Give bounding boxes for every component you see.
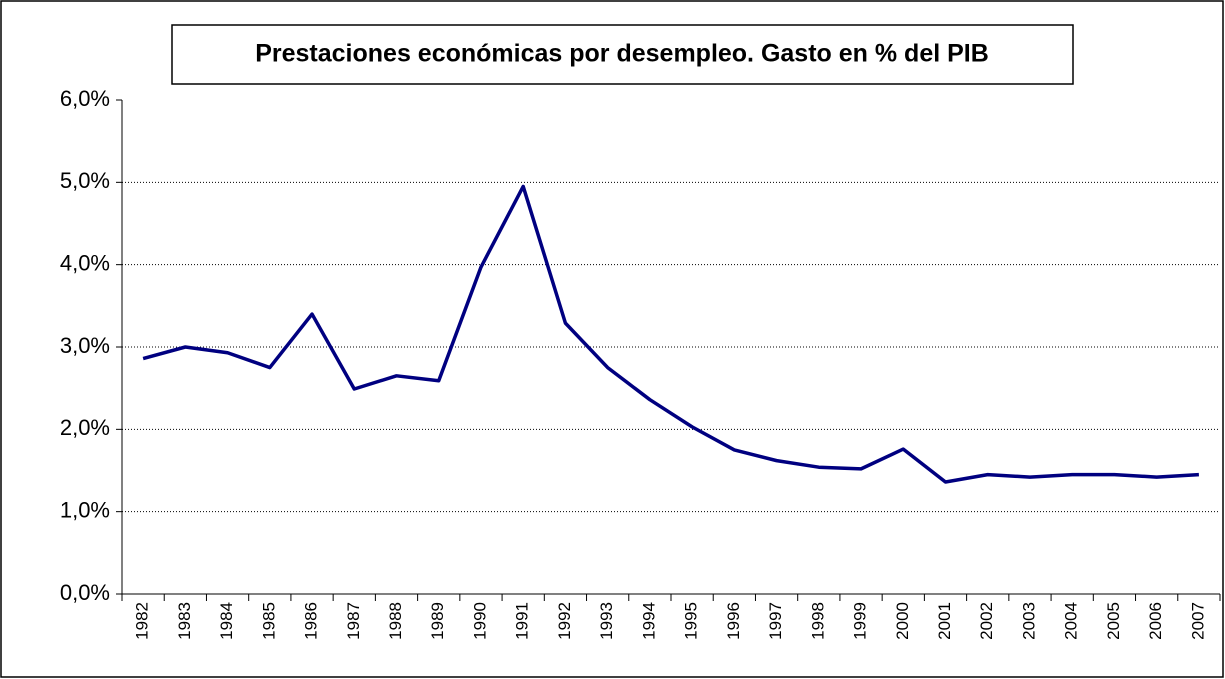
x-tick-label: 2000 <box>893 602 912 640</box>
x-tick-label: 1998 <box>808 602 827 640</box>
x-tick-label: 1995 <box>682 602 701 640</box>
x-tick-label: 1996 <box>724 602 743 640</box>
x-tick-label: 1986 <box>302 602 321 640</box>
x-tick-label: 1990 <box>470 602 489 640</box>
y-tick-label: 5,0% <box>60 168 110 193</box>
x-tick-label: 2006 <box>1146 602 1165 640</box>
x-tick-label: 2001 <box>935 602 954 640</box>
y-tick-label: 6,0% <box>60 86 110 111</box>
x-tick-label: 1994 <box>639 602 658 640</box>
x-tick-label: 1988 <box>386 602 405 640</box>
x-tick-label: 1984 <box>217 602 236 640</box>
x-tick-label: 2005 <box>1104 602 1123 640</box>
x-tick-label: 1987 <box>344 602 363 640</box>
x-tick-label: 1982 <box>133 602 152 640</box>
x-tick-label: 1993 <box>597 602 616 640</box>
y-tick-label: 2,0% <box>60 415 110 440</box>
x-tick-label: 1983 <box>175 602 194 640</box>
y-tick-label: 0,0% <box>60 580 110 605</box>
y-tick-label: 4,0% <box>60 250 110 275</box>
data-line <box>142 184 1199 484</box>
y-tick-label: 3,0% <box>60 333 110 358</box>
x-tick-label: 1999 <box>851 602 870 640</box>
x-tick-label: 1985 <box>259 602 278 640</box>
x-tick-label: 2007 <box>1188 602 1207 640</box>
x-tick-label: 1989 <box>428 602 447 640</box>
x-tick-label: 1991 <box>513 602 532 640</box>
x-tick-label: 2003 <box>1019 602 1038 640</box>
chart-title: Prestaciones económicas por desempleo. G… <box>255 40 989 68</box>
y-tick-label: 1,0% <box>60 497 110 522</box>
title-box <box>171 24 1074 85</box>
x-tick-label: 2004 <box>1062 602 1081 640</box>
x-tick-label: 2002 <box>977 602 996 640</box>
x-tick-label: 1997 <box>766 602 785 640</box>
x-tick-label: 1992 <box>555 602 574 640</box>
